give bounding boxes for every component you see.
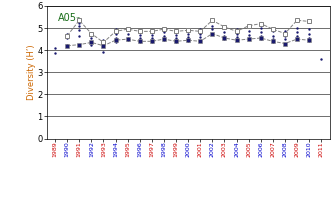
Point (210, 20, 215, 23)
Point (210, 32, 215, 35)
Point (77, 24, 82, 27)
Point (222, 37, 227, 41)
Point (77, 21, 82, 24)
Point (294, 34, 300, 37)
Point (185, 28, 191, 31)
Point (282, 37, 288, 41)
Point (113, 32, 118, 35)
Point (282, 30, 288, 33)
Point (113, 41, 118, 44)
Point (125, 32, 130, 35)
Point (149, 36, 155, 40)
Point (197, 32, 203, 35)
Point (125, 28, 130, 31)
Point (246, 25, 251, 29)
Point (306, 32, 312, 35)
Point (234, 39, 239, 42)
Point (77, 29, 82, 32)
Point (197, 35, 203, 38)
Point (294, 37, 300, 41)
Point (185, 32, 191, 35)
Point (77, 34, 82, 37)
Point (246, 36, 251, 40)
Point (173, 36, 179, 40)
Point (246, 30, 251, 33)
Point (149, 33, 155, 36)
Point (282, 42, 288, 45)
Point (161, 34, 166, 37)
Point (246, 33, 251, 36)
Point (52, 46, 58, 50)
Point (52, 52, 58, 55)
Point (258, 34, 263, 37)
Point (185, 40, 191, 43)
Point (234, 28, 239, 31)
Point (137, 33, 143, 36)
Point (101, 39, 106, 42)
Point (173, 41, 179, 44)
Point (89, 36, 94, 40)
Point (65, 32, 70, 35)
Point (258, 27, 263, 30)
Point (270, 37, 275, 41)
Point (185, 35, 191, 38)
Point (282, 34, 288, 37)
Point (319, 57, 324, 61)
Point (222, 27, 227, 30)
Point (65, 36, 70, 40)
Point (234, 32, 239, 35)
Point (294, 27, 300, 30)
Point (306, 28, 312, 31)
Point (113, 36, 118, 40)
Point (65, 43, 70, 46)
Point (89, 43, 94, 46)
Point (258, 37, 263, 41)
Point (270, 41, 275, 44)
Point (197, 40, 203, 43)
Point (101, 51, 106, 54)
Point (161, 31, 166, 34)
Point (89, 41, 94, 44)
Text: A05₇: A05₇ (58, 13, 81, 23)
Point (161, 39, 166, 42)
Point (270, 34, 275, 37)
Point (270, 30, 275, 33)
Point (210, 24, 215, 27)
Point (173, 33, 179, 36)
Point (125, 39, 130, 42)
Point (306, 36, 312, 40)
Point (222, 31, 227, 34)
Point (306, 40, 312, 43)
Point (234, 35, 239, 38)
Point (137, 36, 143, 40)
Point (137, 41, 143, 44)
Point (137, 29, 143, 32)
Point (161, 27, 166, 30)
Y-axis label: Diversity (H’): Diversity (H’) (27, 45, 36, 100)
Point (222, 34, 227, 37)
Point (125, 36, 130, 40)
Point (294, 31, 300, 34)
Point (258, 31, 263, 34)
Point (113, 28, 118, 31)
Point (149, 29, 155, 32)
Point (149, 41, 155, 44)
Point (173, 29, 179, 32)
Point (101, 44, 106, 47)
Point (197, 28, 203, 31)
Point (210, 28, 215, 31)
